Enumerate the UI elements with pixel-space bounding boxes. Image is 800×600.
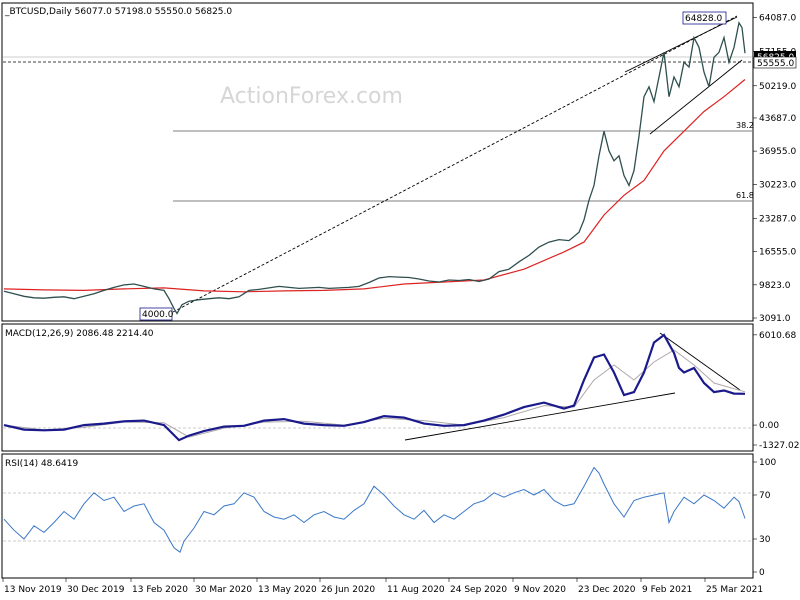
macd-line xyxy=(3,333,746,442)
macd-signal-line xyxy=(3,349,746,438)
price-panel-title: _BTCUSD,Daily 56077.0 57198.0 55550.0 56… xyxy=(4,7,232,17)
y-tick-label: 70 xyxy=(759,491,771,501)
macd-resistance-trendline xyxy=(659,332,741,391)
channel-lower-line xyxy=(649,59,743,135)
high-label: 64828.0 xyxy=(685,14,722,24)
level-price-tag xyxy=(753,56,797,69)
fib-382-label: 38.2 xyxy=(736,121,754,130)
x-axis: 13 Nov 2019 30 Dec 2019 13 Feb 2020 30 Mar … xyxy=(2,578,763,595)
watermark: ActionForex.com xyxy=(220,84,403,109)
y-tick-label: 0.00 xyxy=(759,421,779,431)
x-tick-label: 11 Aug 2020 xyxy=(387,585,445,595)
y-tick-label: 6010.68 xyxy=(759,331,796,341)
high-label-box xyxy=(682,11,727,25)
price-panel-frame xyxy=(1,2,754,322)
long-term-dashed-trendline xyxy=(172,15,738,313)
x-tick-label: 13 Nov 2019 xyxy=(4,585,62,595)
x-tick-label: 25 Mar 2021 xyxy=(706,585,763,595)
x-tick-label: 30 Mar 2020 xyxy=(195,585,252,595)
y-tick-label: 16555.0 xyxy=(759,248,796,258)
y-tick-label: 36955.0 xyxy=(759,147,796,157)
x-tick-label: 9 Nov 2020 xyxy=(514,585,566,595)
price-line xyxy=(3,21,746,315)
current-price-tag xyxy=(754,51,796,62)
macd-panel-frame xyxy=(1,323,754,452)
x-tick-label: 23 Dec 2020 xyxy=(578,585,636,595)
x-tick-label: 30 Dec 2019 xyxy=(67,585,125,595)
macd-support-trendline xyxy=(404,392,676,441)
y-tick-label: 23287.0 xyxy=(759,214,796,224)
fib-618-label: 61.8 xyxy=(736,191,754,200)
moving-average-line xyxy=(3,79,746,293)
y-tick-label: 43687.0 xyxy=(759,114,796,124)
channel-upper-line xyxy=(624,16,738,73)
y-tick-label: 3091.0 xyxy=(759,314,791,324)
x-tick-label: 13 Feb 2020 xyxy=(132,585,188,595)
macd-panel-title: MACD(12,26,9) 2086.48 2214.40 xyxy=(5,329,154,339)
y-tick-label: 50219.0 xyxy=(759,82,796,92)
y-tick-label: -1327.02 xyxy=(759,441,799,451)
rsi-line xyxy=(3,466,746,553)
x-tick-label: 9 Feb 2021 xyxy=(642,585,692,595)
rsi-panel-title: RSI(14) 48.6419 xyxy=(5,459,78,469)
low-label: 4000.0 xyxy=(142,310,174,320)
rsi-y-axis: 100 70 30 0 xyxy=(753,458,776,578)
y-tick-label: 64087.0 xyxy=(759,13,796,23)
y-tick-label: 100 xyxy=(759,458,776,468)
x-tick-label: 24 Sep 2020 xyxy=(450,585,507,595)
macd-y-axis: 6010.68 0.00 -1327.02 xyxy=(753,331,799,451)
x-tick-label: 13 May 2020 xyxy=(258,585,317,595)
level-price-tag-text: 55555.0 xyxy=(757,59,794,69)
rsi-panel-frame xyxy=(1,453,754,579)
y-tick-label: 9823.0 xyxy=(759,281,791,291)
y-tick-label: 30 xyxy=(759,535,771,545)
x-tick-label: 26 Jun 2020 xyxy=(321,585,375,595)
y-tick-label: 30223.0 xyxy=(759,180,796,190)
y-tick-label: 0 xyxy=(759,568,765,578)
low-label-box xyxy=(139,307,173,321)
